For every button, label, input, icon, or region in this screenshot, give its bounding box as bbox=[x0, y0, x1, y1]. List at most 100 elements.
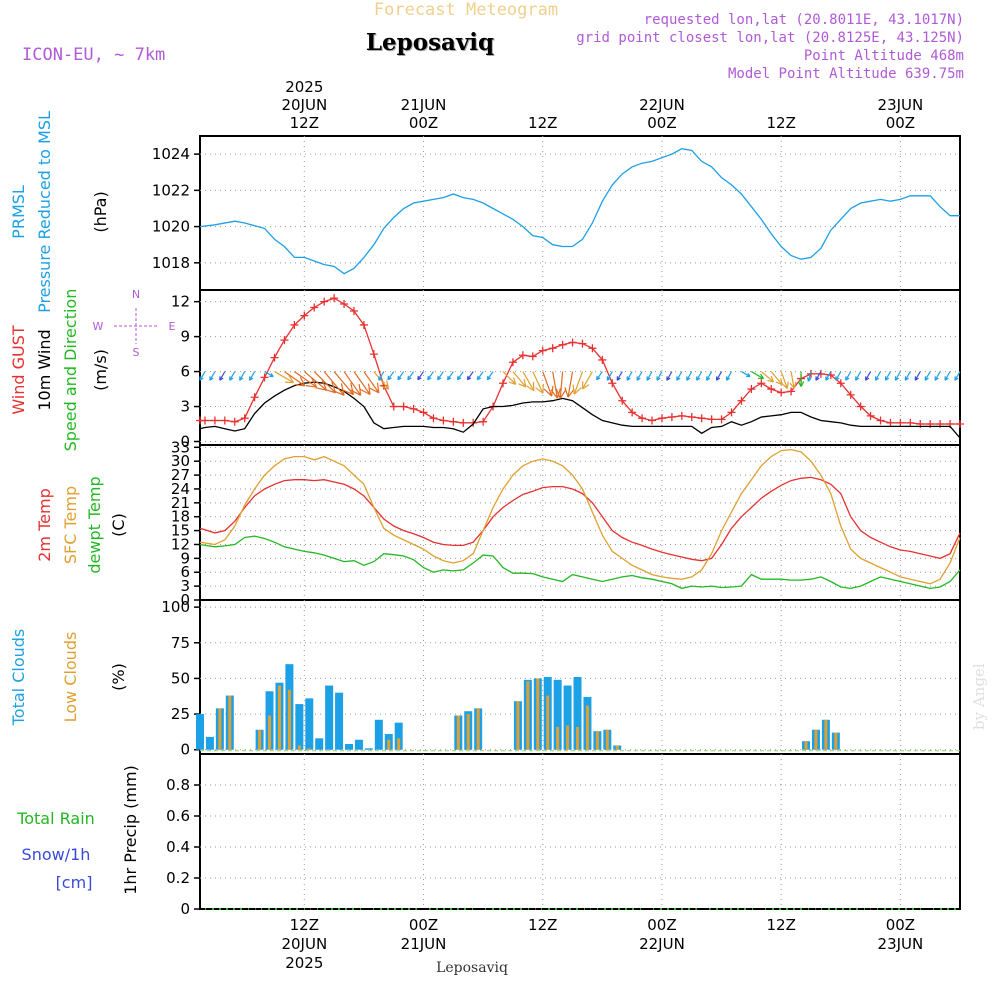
bar-low-clouds bbox=[566, 725, 570, 750]
gust-marker bbox=[757, 379, 766, 388]
wind-vector-head bbox=[526, 381, 535, 392]
gust-marker bbox=[409, 404, 418, 413]
wind-vector-head bbox=[427, 375, 432, 381]
wind-vector bbox=[706, 371, 713, 381]
wind-vector bbox=[363, 371, 380, 394]
wind-vector-head bbox=[757, 373, 765, 380]
bar-low-clouds bbox=[466, 714, 470, 750]
gust-marker bbox=[806, 369, 815, 378]
gust-marker bbox=[399, 402, 408, 411]
wind-vector-head bbox=[616, 376, 621, 381]
bar-low-clouds bbox=[595, 731, 599, 750]
gust-marker bbox=[876, 416, 885, 425]
wind-vector-head bbox=[518, 379, 527, 388]
wind-vector-head bbox=[686, 376, 691, 381]
wind-vector bbox=[581, 371, 593, 390]
panel-pressure: 1018 1020 1022 1024 PRMSL Pressure Reduced to… bbox=[9, 111, 961, 313]
wind-vector bbox=[954, 371, 961, 381]
bar-low-clouds bbox=[526, 681, 530, 750]
gust-marker bbox=[340, 299, 349, 308]
wind-vector bbox=[845, 371, 852, 381]
wind-vector-head bbox=[219, 376, 224, 381]
header-requested: requested lon,lat (20.8011E, 43.1017N) bbox=[644, 12, 964, 28]
y-tick-label: 21 bbox=[171, 494, 190, 512]
wind-vector bbox=[199, 371, 206, 381]
wind-vector bbox=[725, 371, 733, 381]
bar-low-clouds bbox=[297, 745, 301, 750]
wind-vector-head bbox=[350, 383, 362, 396]
top-time-label: 00Z bbox=[886, 114, 915, 132]
wind-vector bbox=[807, 371, 812, 382]
wind-vector-head bbox=[486, 375, 492, 381]
gust-marker bbox=[578, 339, 587, 348]
bar-low-clouds bbox=[228, 695, 232, 750]
wind-vector bbox=[437, 371, 444, 381]
bottom-time-label: 21JUN bbox=[401, 935, 447, 953]
gust-marker bbox=[538, 346, 547, 355]
y-axis-label: Pressure Reduced to MSL bbox=[35, 111, 54, 313]
y-tick-label: 1018 bbox=[152, 254, 190, 272]
y-tick-label: 6 bbox=[180, 563, 190, 581]
wind-vector-head bbox=[209, 376, 214, 381]
y-tick-label: 30 bbox=[171, 452, 190, 470]
y-tick-label: 24 bbox=[171, 480, 190, 498]
y-tick-label: 18 bbox=[171, 508, 190, 526]
wind-vector bbox=[904, 371, 911, 381]
wind-vector-head bbox=[332, 383, 345, 396]
wind-vector-head bbox=[636, 376, 641, 381]
top-time-label: 12Z bbox=[528, 114, 557, 132]
y-axis-label: (%) bbox=[109, 663, 128, 691]
wind-vector bbox=[835, 371, 842, 381]
gust-marker bbox=[628, 408, 637, 417]
wind-vector-head bbox=[387, 375, 392, 381]
bar-total-clouds bbox=[563, 685, 572, 750]
gust-marker bbox=[449, 417, 458, 426]
gust-marker bbox=[777, 388, 786, 397]
top-time-label: 2025 bbox=[285, 78, 323, 96]
wind-vector-head bbox=[555, 388, 567, 399]
wind-vector bbox=[676, 371, 683, 381]
bar-low-clouds bbox=[824, 719, 828, 750]
bottom-time-label: 2025 bbox=[285, 954, 323, 972]
y-axis-label: [cm] bbox=[56, 873, 93, 892]
wind-vector-head bbox=[239, 376, 244, 381]
wind-vector bbox=[573, 371, 584, 395]
wind-vector-head bbox=[269, 372, 274, 378]
panels: 1018 1020 1022 1024 PRMSL Pressure Reduced to… bbox=[9, 111, 964, 918]
y-axis-label: (hPa) bbox=[91, 191, 110, 232]
panel-precip: 0 0.2 0.4 0.6 0.8 Total Rain Snow/1h [cm] 1hr Pr… bbox=[16, 753, 961, 918]
wind-vector-head bbox=[874, 376, 880, 381]
bar-low-clouds bbox=[476, 708, 480, 750]
gust-marker bbox=[747, 385, 756, 394]
wind-vector bbox=[407, 371, 415, 381]
wind-vector bbox=[522, 371, 535, 391]
wind-vector-head bbox=[676, 376, 681, 381]
panel-clouds: 0 25 50 75 100 Total Clouds Low Clouds (%) bbox=[9, 598, 961, 759]
y-tick-label: 1020 bbox=[152, 218, 190, 236]
wind-vector bbox=[476, 371, 484, 381]
gust-marker bbox=[250, 393, 259, 402]
wind-vector-head bbox=[360, 383, 371, 396]
y-tick-label: 0 bbox=[180, 900, 190, 918]
gust-marker bbox=[737, 396, 746, 405]
gust-marker bbox=[856, 402, 865, 411]
bar-low-clouds bbox=[615, 745, 619, 750]
y-tick-label: 3 bbox=[180, 577, 190, 595]
wind-vector-head bbox=[606, 376, 611, 381]
wind-vector-head bbox=[954, 376, 959, 381]
y-axis-label: 2m Temp bbox=[35, 488, 54, 562]
wind-vector bbox=[855, 371, 862, 381]
wind-vector bbox=[780, 371, 788, 389]
gust-marker bbox=[548, 344, 557, 353]
gust-marker bbox=[787, 387, 796, 396]
wind-vector-head bbox=[596, 375, 601, 381]
bar-low-clouds bbox=[268, 715, 272, 750]
wind-vector-head bbox=[378, 376, 383, 381]
series-line-dewpt bbox=[199, 535, 961, 590]
wind-vector-head bbox=[550, 387, 562, 399]
y-axis-label: Low Clouds bbox=[61, 632, 80, 723]
wind-vector bbox=[825, 371, 832, 381]
y-axis-label: PRMSL bbox=[9, 185, 28, 239]
y-tick-label: 1022 bbox=[152, 181, 190, 199]
